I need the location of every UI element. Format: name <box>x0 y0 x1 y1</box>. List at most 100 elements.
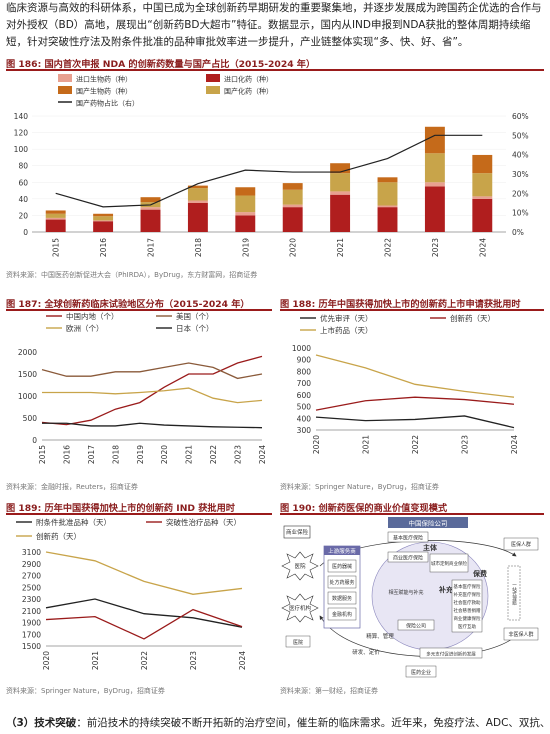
bar-2018-s0 <box>187 200 208 203</box>
y-tick-label: 2700 <box>22 572 41 581</box>
right-label-2: 一站式理赔 <box>512 583 517 607</box>
y-tick-label: 60 <box>18 178 28 187</box>
bar-2015-s2 <box>45 210 66 214</box>
commercial-label: 商业医疗保险 <box>393 555 423 562</box>
x-tick-label: 2016 <box>99 238 108 257</box>
series-line-1 <box>41 362 263 380</box>
bar-2017-s1 <box>140 209 161 232</box>
bar-2017-s2 <box>140 197 161 203</box>
legend-label-0: 附条件批准品种（天） <box>36 517 111 527</box>
bar-2022-s0 <box>377 205 398 208</box>
y-tick-label: 300 <box>297 426 312 435</box>
bar-2016-s3 <box>93 216 114 221</box>
y2-tick-label: 30% <box>512 170 529 179</box>
x-tick-label: 2019 <box>241 238 250 257</box>
pbm-box <box>327 575 357 589</box>
insurer-box <box>397 619 435 631</box>
fig186-title: 图 186: 国内首次申报 NDA 的创新药数量与国产占比（2015-2024 … <box>6 56 544 70</box>
bar-2019-s0 <box>235 212 256 216</box>
pillar-6: 医疗互助 <box>458 623 476 630</box>
pillar-3: 社会医疗救助 <box>454 599 481 606</box>
x-tick-label: 2019 <box>136 445 145 464</box>
series-line-0 <box>315 415 515 429</box>
x-tick-label: 2022 <box>209 445 218 464</box>
hospital-box-label: 医院 <box>293 639 303 646</box>
patient-burst <box>281 551 319 581</box>
bar-2022-s3 <box>377 182 398 206</box>
left-top-box <box>283 525 311 539</box>
bar-2020-s3 <box>282 189 303 205</box>
bar-2018-s2 <box>187 185 208 189</box>
insurer-top-box <box>388 517 468 528</box>
hospital-box <box>285 635 311 648</box>
bar-2019-s3 <box>235 195 256 213</box>
drug-label: 医药器械 <box>332 563 352 570</box>
pillar-1: 基本医疗保险 <box>454 583 481 590</box>
finance-label: 金融机构 <box>332 611 352 618</box>
bar-2018-s1 <box>187 203 208 232</box>
multi-label: 多元支付促进创新药发展 <box>426 651 476 658</box>
bar-2024-s1 <box>472 198 493 232</box>
y-tick-label: 1500 <box>22 642 41 651</box>
series-line-3 <box>42 422 263 429</box>
left-top-label: 商业保险 <box>286 528 309 536</box>
bar-2023-s2 <box>424 126 445 154</box>
legend-swatch-2 <box>58 86 72 94</box>
commercial-box <box>387 551 429 563</box>
y-tick-label: 800 <box>297 367 312 376</box>
y-tick-label: 1900 <box>22 619 41 628</box>
bottom-paragraph: （3）技术突破：前沿技术的持续突破不断开拓新的治疗空间，催生新的临床需求。近年来… <box>6 715 550 730</box>
pillar-4: 社会慈善捐赠 <box>454 607 481 614</box>
legend-label-1: 美国（个） <box>176 312 214 321</box>
right-box-1 <box>503 537 539 551</box>
bar-2021-s0 <box>330 191 351 195</box>
y-tick-label: 2900 <box>22 560 41 569</box>
y-tick-label: 0 <box>32 436 37 445</box>
insurer-label: 保险公司 <box>406 623 426 630</box>
y-tick-label: 2000 <box>18 348 37 357</box>
legend-label-0: 中国内地（个） <box>66 312 119 321</box>
intro-line-2: 对外授权（BD）高地，展现出“创新药BD大超市”特征。数据显示，国内从IND申报… <box>6 19 531 31</box>
hospital-burst <box>281 593 319 623</box>
series-line-1 <box>315 396 515 411</box>
multi-box <box>419 647 483 659</box>
pharma-box <box>405 665 437 678</box>
y-tick-label: 2500 <box>22 583 41 592</box>
fig187-rule <box>6 309 272 311</box>
y-tick-label: 120 <box>14 129 29 138</box>
y-tick-label: 80 <box>18 162 28 171</box>
fig190-number: 图 190: <box>280 503 316 514</box>
drug-box <box>327 559 357 573</box>
x-tick-label: 2021 <box>362 435 371 454</box>
bar-2015-s1 <box>45 219 66 232</box>
pharma-label: 医药企业 <box>411 669 431 676</box>
legend-label-2: 创新药（天） <box>36 531 81 541</box>
x-tick-label: 2021 <box>185 445 194 464</box>
fig188-title: 图 188: 历年中国获得加快上市的创新药上市申请获批用时 <box>280 296 544 310</box>
legend-label-3: 国产化药（种） <box>224 87 273 96</box>
series-line-0 <box>45 598 243 628</box>
y-tick-label: 400 <box>297 414 312 423</box>
basic-box <box>387 531 429 543</box>
fig189-title-text: 历年中国获得加快上市的创新药 IND 获批用时 <box>44 503 235 514</box>
legend-label-2: 欧洲（个） <box>66 323 104 333</box>
legend-label-0: 进口生物药（种） <box>76 75 132 84</box>
intro-line-1: 临床资源与高效的科研体系，中国已成为全球创新药早期研发的重要聚集地，并逐步发展成… <box>6 2 542 14</box>
y-tick-label: 500 <box>23 414 38 423</box>
legend-label-4: 国产药物占比（右） <box>76 99 139 108</box>
bottom-head: （3）技术突破 <box>6 717 77 729</box>
bar-2022-s1 <box>377 207 398 232</box>
bar-2024-s2 <box>472 154 493 174</box>
legend-label-3: 日本（个） <box>176 323 214 333</box>
y-tick-label: 1500 <box>18 370 37 379</box>
pillar-5: 商业健康保险 <box>454 615 481 622</box>
pbm-label: 处方药服务 <box>329 579 354 586</box>
mutual-label: 相互赋能与补充 <box>388 589 423 596</box>
x-tick-label: 2017 <box>87 445 96 464</box>
x-tick-label: 2015 <box>52 238 61 257</box>
fig190-diagram: 中国保险公司 医院 医疗机构 商业保险 上游服务商 医药器械 处方药服务 数据服… <box>281 517 539 678</box>
insurer-top-label: 中国保险公司 <box>409 519 448 528</box>
bar-2020-s1 <box>282 207 303 232</box>
bar-2021-s2 <box>330 163 351 174</box>
bar-2020-s0 <box>282 204 303 208</box>
